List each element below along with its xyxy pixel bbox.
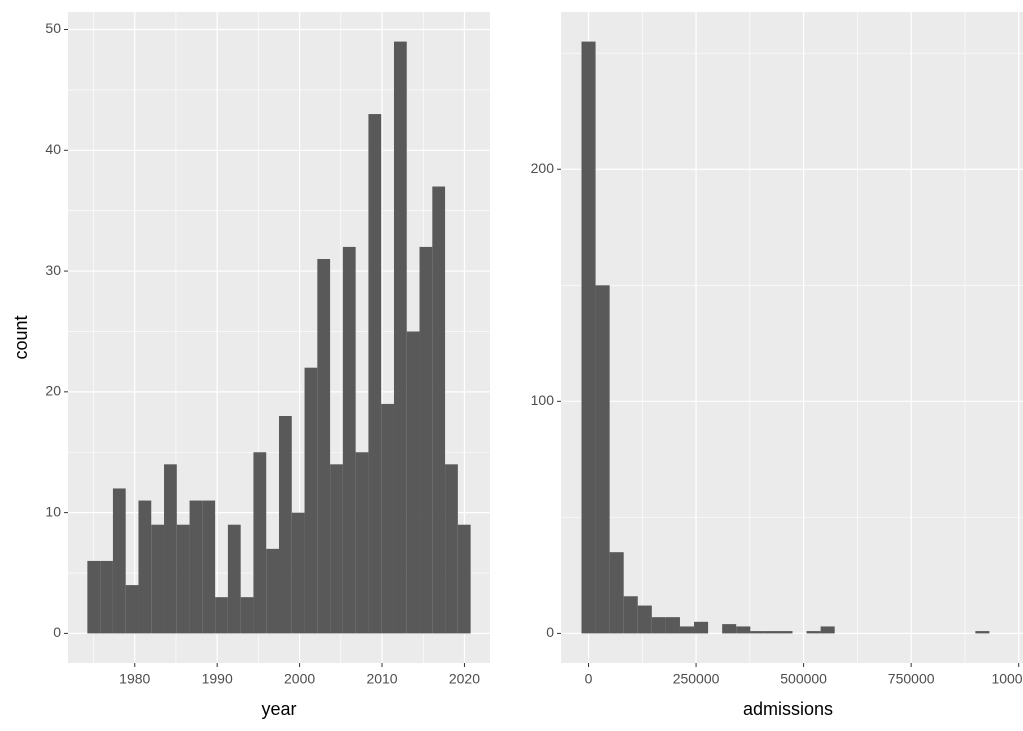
bar [679, 626, 695, 634]
bar [381, 403, 394, 634]
bar [778, 631, 793, 634]
bar [651, 617, 666, 634]
bar [151, 524, 165, 634]
panel-background [561, 12, 1023, 663]
x-axis-title: year [261, 699, 296, 719]
bar [164, 464, 177, 634]
bar [736, 626, 751, 634]
x-tick-label: 2000 [284, 671, 315, 687]
bar [820, 626, 835, 634]
bar [253, 452, 267, 634]
bar [100, 560, 113, 634]
x-tick-label: 2020 [449, 671, 480, 687]
bar [665, 617, 680, 634]
y-tick-label: 50 [45, 20, 61, 36]
bar [393, 41, 407, 634]
x-axis-title: admissions [743, 699, 833, 719]
y-tick-label: 200 [531, 160, 555, 176]
bar [722, 624, 737, 634]
y-tick-label: 20 [45, 383, 61, 399]
bar [240, 597, 254, 634]
bar [266, 548, 279, 634]
bar [125, 585, 139, 634]
bar [227, 524, 241, 634]
bar [595, 285, 610, 634]
bar [750, 631, 765, 634]
bar [342, 246, 356, 634]
bar [215, 597, 228, 634]
x-tick-label: 1980 [119, 671, 150, 687]
bar [432, 186, 446, 634]
bar [279, 416, 292, 634]
bar [623, 596, 638, 634]
y-tick-label: 0 [53, 624, 61, 640]
y-tick-label: 40 [45, 141, 61, 157]
y-axis-title: count [11, 315, 31, 359]
bar [406, 331, 420, 634]
bar [694, 621, 709, 634]
bar [291, 512, 305, 634]
bar [806, 631, 821, 634]
bar [317, 258, 331, 634]
x-tick-label: 1000000 [991, 671, 1023, 687]
bar [330, 464, 343, 634]
bar [609, 552, 624, 634]
y-tick-label: 30 [45, 262, 61, 278]
bar [138, 500, 152, 634]
bar [764, 631, 779, 634]
bar [355, 452, 369, 634]
x-tick-label: 500000 [780, 671, 827, 687]
bar [176, 524, 190, 634]
bar [637, 605, 652, 634]
bar [368, 114, 382, 634]
bar [419, 246, 433, 634]
bar [457, 524, 471, 634]
x-tick-label: 1990 [202, 671, 233, 687]
x-tick-label: 750000 [888, 671, 935, 687]
bar [445, 464, 458, 634]
y-tick-label: 0 [546, 624, 554, 640]
bar [304, 367, 318, 634]
y-tick-label: 100 [531, 392, 555, 408]
bar [87, 560, 101, 634]
x-tick-label: 2010 [366, 671, 397, 687]
bar [112, 488, 126, 634]
bar [189, 500, 203, 634]
x-tick-label: 0 [585, 671, 593, 687]
y-tick-label: 10 [45, 503, 61, 519]
bar [581, 41, 596, 634]
bar [975, 631, 990, 634]
bar [202, 500, 216, 634]
x-tick-label: 250000 [673, 671, 720, 687]
